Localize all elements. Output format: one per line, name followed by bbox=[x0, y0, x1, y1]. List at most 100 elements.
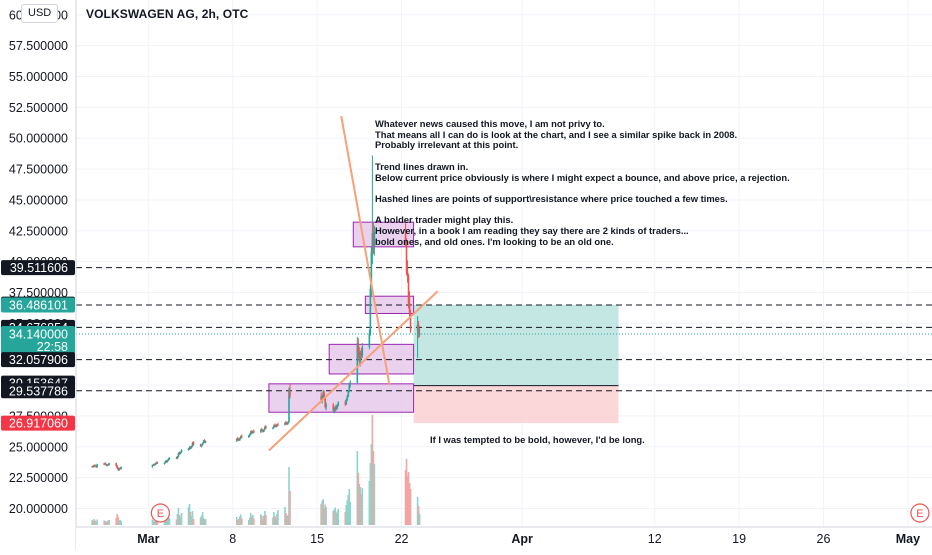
volume-bar bbox=[166, 515, 169, 525]
time-tick-label: 22 bbox=[395, 532, 409, 546]
candle-body bbox=[91, 466, 93, 468]
volume-bar bbox=[262, 519, 264, 525]
volume-bar bbox=[163, 520, 166, 525]
candle-body bbox=[187, 448, 190, 450]
candle-body bbox=[104, 463, 106, 465]
price-tick-label: 50.000000 bbox=[9, 132, 68, 146]
volume-bar bbox=[120, 521, 123, 525]
time-tick-label: 8 bbox=[229, 532, 236, 546]
price-tag-label: 29.537786 bbox=[9, 384, 68, 398]
time-axis bbox=[76, 527, 932, 550]
candle-body bbox=[239, 436, 242, 439]
candle-body bbox=[418, 333, 421, 335]
candle-body bbox=[175, 457, 178, 459]
candle-body bbox=[344, 402, 347, 405]
volume-bar bbox=[115, 518, 117, 525]
candle-body bbox=[287, 422, 289, 425]
volume-bar bbox=[323, 508, 325, 525]
candle-body bbox=[348, 384, 351, 392]
candle-body bbox=[156, 462, 159, 464]
volume-bar bbox=[336, 511, 339, 525]
candle-body bbox=[284, 422, 286, 425]
candle-body bbox=[358, 351, 361, 362]
price-tick-label: 25.000000 bbox=[9, 440, 68, 454]
price-tag bbox=[1, 325, 75, 354]
volume-bar bbox=[152, 520, 155, 525]
currency-selector[interactable]: USD bbox=[21, 4, 59, 23]
price-tag-label: 26.917060 bbox=[9, 417, 68, 431]
annotation-bold-note[interactable]: If I was tempted to be bold, however, I'… bbox=[430, 434, 645, 445]
candle-body bbox=[265, 426, 267, 429]
volume-bar bbox=[368, 481, 371, 525]
candle-body bbox=[370, 251, 373, 289]
volume-bar bbox=[235, 517, 238, 525]
candle-body bbox=[199, 444, 202, 447]
candle-body bbox=[155, 462, 158, 464]
candle-body bbox=[345, 399, 348, 405]
candle-body bbox=[405, 241, 408, 272]
candle-body bbox=[204, 441, 207, 443]
volume-bar bbox=[106, 521, 108, 525]
volume-bar bbox=[334, 507, 337, 525]
candle-body bbox=[119, 468, 122, 470]
candle-body bbox=[107, 464, 109, 466]
time-tick-label: 15 bbox=[310, 532, 324, 546]
volume-bar bbox=[357, 473, 360, 525]
candle-body bbox=[202, 440, 205, 444]
volume-bar bbox=[274, 516, 276, 525]
volume-bar bbox=[333, 509, 336, 525]
volume-bar bbox=[404, 470, 407, 525]
volume-bar bbox=[349, 502, 352, 525]
candle-body bbox=[94, 465, 96, 467]
candle-body bbox=[320, 396, 322, 400]
candle-body bbox=[95, 466, 97, 468]
candle-body bbox=[103, 463, 105, 465]
volume-bar bbox=[287, 515, 289, 525]
candle-body bbox=[322, 392, 324, 397]
volume-bar bbox=[356, 451, 359, 525]
volume-bar bbox=[405, 459, 408, 525]
price-tag bbox=[1, 415, 75, 431]
time-tick-label: 19 bbox=[732, 532, 746, 546]
volume-bar bbox=[164, 519, 167, 525]
price-tick-label: 47.500000 bbox=[9, 163, 68, 177]
candle-body bbox=[118, 468, 121, 470]
candle-body bbox=[337, 402, 340, 406]
volume-bar bbox=[239, 514, 242, 525]
candle-body bbox=[273, 425, 275, 428]
candle-body bbox=[238, 438, 241, 441]
volume-bar bbox=[251, 517, 253, 525]
annotation-main-note[interactable]: Whatever news caused this move, I am not… bbox=[375, 118, 790, 247]
volume-bar bbox=[276, 514, 278, 525]
volume-bar bbox=[177, 508, 180, 525]
time-tick-label: 26 bbox=[817, 532, 831, 546]
candle-body bbox=[92, 466, 94, 468]
candle-body bbox=[249, 434, 251, 436]
price-tick-label: 37.500000 bbox=[9, 286, 68, 300]
volume-bar bbox=[178, 515, 181, 525]
candle-body bbox=[285, 422, 287, 424]
candle-body bbox=[189, 447, 192, 449]
candle-body bbox=[240, 436, 243, 438]
volume-bar bbox=[237, 519, 240, 525]
volume-bar bbox=[238, 516, 241, 525]
candle-body bbox=[152, 464, 155, 466]
volume-bar bbox=[407, 472, 410, 525]
volume-bar bbox=[408, 483, 411, 525]
candle-body bbox=[368, 333, 371, 347]
volume-bar bbox=[288, 467, 290, 525]
candle-body bbox=[346, 396, 349, 400]
candle-body bbox=[260, 429, 262, 433]
volume-bar bbox=[93, 519, 95, 525]
volume-bar bbox=[272, 517, 274, 525]
volume-bar bbox=[277, 510, 279, 525]
volume-bar bbox=[201, 512, 204, 525]
candle-body bbox=[262, 430, 264, 432]
trend-line bbox=[268, 290, 439, 452]
earnings-event-label: E bbox=[157, 508, 164, 520]
volume-bar bbox=[105, 522, 107, 525]
candle-body bbox=[371, 233, 374, 252]
volume-bar bbox=[359, 487, 362, 525]
